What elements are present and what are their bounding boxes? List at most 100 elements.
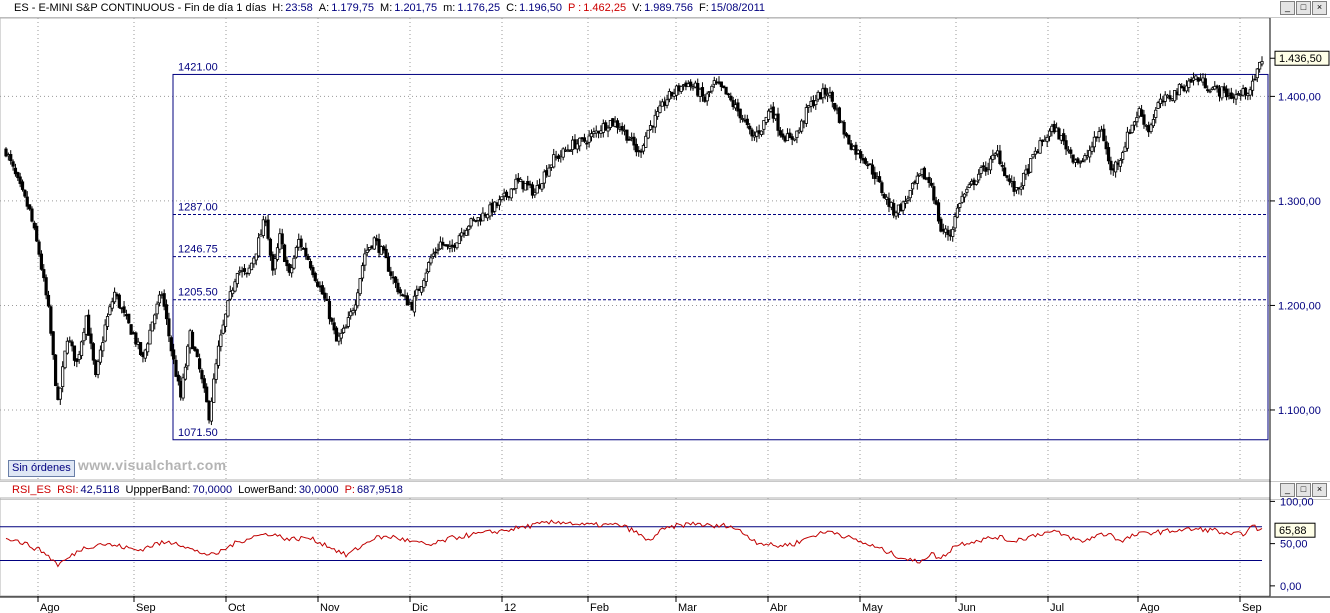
candle-body: [313, 272, 317, 282]
candle-body: [998, 150, 1002, 165]
candle-body: [445, 244, 450, 247]
candle-body: [915, 175, 919, 184]
candle-body: [469, 218, 473, 227]
candle-body: [308, 261, 313, 269]
minimize-button[interactable]: _: [1280, 1, 1295, 15]
candle-body: [741, 118, 745, 120]
candle-body: [16, 172, 20, 179]
candle-body: [731, 100, 735, 108]
candle-body: [441, 241, 445, 246]
x-tick-label: Oct: [228, 602, 245, 613]
candle-body: [656, 111, 660, 118]
candle-body: [738, 108, 742, 119]
lower-band-label: LowerBand:: [238, 484, 297, 496]
candle-body: [530, 184, 535, 196]
candle-body: [1189, 79, 1193, 83]
price-pane-window-buttons: _ □ ×: [1280, 1, 1327, 15]
candle-body: [186, 345, 190, 367]
candle-body: [974, 180, 978, 185]
candle-body: [665, 99, 669, 106]
orders-button[interactable]: Sin órdenes: [8, 460, 75, 477]
candle-body: [467, 225, 471, 231]
x-tick-label: Jul: [1050, 602, 1064, 613]
candle-body: [962, 193, 967, 198]
candle-body: [632, 136, 636, 146]
candle-body: [77, 354, 81, 360]
candle-body: [511, 188, 516, 191]
candle-body: [65, 340, 69, 354]
candle-body: [122, 306, 126, 313]
candle-body: [108, 306, 112, 316]
candle-body: [866, 164, 870, 167]
rsi-maximize-button[interactable]: □: [1296, 483, 1311, 497]
candle-body: [157, 294, 162, 304]
candle-body: [620, 125, 624, 131]
candle-body: [247, 267, 251, 274]
candle-body: [427, 262, 431, 272]
candle-body: [552, 154, 556, 168]
candle-body: [844, 133, 849, 137]
candle-body: [419, 285, 424, 293]
price-pane-header: ES - E-MINI S&P CONTINUOUS - Fin de día …: [0, 0, 1330, 18]
candle-body: [960, 195, 964, 203]
candle-body: [431, 253, 435, 257]
candle-body: [955, 207, 960, 218]
candle-body: [533, 192, 537, 196]
date-value: 15/08/2011: [710, 2, 766, 14]
candle-body: [639, 150, 643, 153]
candle-body: [658, 105, 662, 113]
candle-body: [1156, 102, 1160, 109]
candle-body: [101, 342, 105, 352]
candle-body: [4, 148, 8, 157]
candle-body: [193, 346, 197, 351]
candle-body: [1012, 181, 1016, 192]
candle-body: [736, 102, 740, 112]
candle-body: [49, 306, 53, 334]
candle-body: [87, 314, 91, 336]
candle-body: [804, 107, 808, 124]
x-tick-label: Nov: [320, 602, 340, 613]
candle-body: [91, 343, 95, 361]
candle-body: [339, 332, 343, 339]
open-label: A:: [318, 2, 330, 14]
candle-body: [39, 253, 44, 270]
candle-body: [183, 366, 188, 380]
candle-body: [129, 324, 133, 335]
x-tick-label: Jun: [958, 602, 976, 613]
close-button[interactable]: ×: [1312, 1, 1327, 15]
open-value: 1.179,75: [331, 2, 375, 14]
candle-body: [405, 295, 409, 306]
candle-body: [745, 118, 749, 126]
candle-body: [1090, 146, 1094, 152]
candle-body: [504, 191, 509, 198]
rsi-minimize-button[interactable]: _: [1280, 483, 1295, 497]
candle-body: [653, 114, 657, 128]
candle-body: [781, 133, 785, 138]
candle-body: [877, 176, 882, 183]
candle-body: [18, 176, 22, 184]
candle-body: [1206, 89, 1210, 92]
candle-body: [396, 282, 400, 293]
candle-body: [1135, 117, 1139, 123]
level-label: 1287.00: [178, 202, 218, 214]
candle-body: [1149, 124, 1153, 133]
candle-body: [398, 289, 402, 294]
candle-body: [766, 110, 771, 120]
candle-body: [778, 130, 782, 136]
candle-body: [540, 183, 544, 190]
candle-body: [103, 324, 107, 342]
maximize-button[interactable]: □: [1296, 1, 1311, 15]
candle-body: [1007, 178, 1011, 182]
candle-body: [146, 343, 150, 353]
candle-body: [493, 201, 497, 212]
candle-body: [606, 127, 610, 132]
rsi-close-button[interactable]: ×: [1312, 483, 1327, 497]
rsi-last-label: 65,88: [1279, 525, 1307, 537]
candle-body: [1220, 86, 1224, 99]
candle-body: [726, 93, 731, 96]
volume-label: V:: [632, 2, 643, 14]
candle-body: [280, 233, 284, 245]
symbol-label: ES - E-MINI S&P CONTINUOUS - Fin de día …: [14, 2, 267, 14]
candle-body: [561, 148, 565, 158]
